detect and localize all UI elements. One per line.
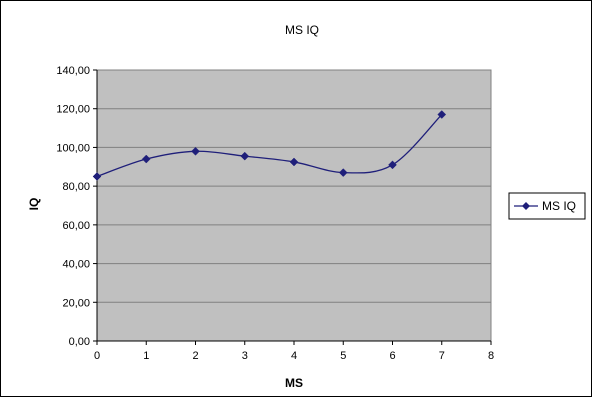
chart-title: MS IQ (285, 23, 319, 37)
y-tick-label: 100,00 (56, 142, 90, 154)
x-tick-label: 7 (439, 350, 445, 362)
y-tick-label: 120,00 (56, 104, 90, 116)
y-tick-label: 140,00 (56, 65, 90, 77)
y-tick-label: 60,00 (62, 220, 90, 232)
data-point (289, 157, 299, 167)
y-axis-label: IQ (27, 198, 41, 211)
data-point (240, 151, 250, 161)
legend-series-label: MS IQ (542, 199, 576, 213)
gridlines (97, 108, 491, 303)
y-tick-label: 40,00 (62, 259, 90, 271)
x-axis-label: MS (285, 376, 303, 390)
y-axis: 0,00 20,00 40,00 60,00 80,00 100,00 120,00 140,… (56, 65, 98, 348)
data-point (388, 160, 397, 170)
x-tick-label: 6 (389, 350, 395, 362)
data-point (338, 168, 348, 177)
x-tick-label: 5 (340, 350, 346, 362)
legend-marker (522, 202, 530, 210)
x-tick-label: 4 (291, 350, 297, 362)
x-tick-label: 0 (94, 350, 100, 362)
x-axis: 0 1 2 3 4 5 6 7 8 (94, 340, 494, 362)
plot-area (96, 69, 492, 342)
x-tick-label: 1 (143, 350, 149, 362)
y-tick-label: 0,00 (69, 336, 90, 348)
y-tick-label: 80,00 (62, 181, 90, 193)
legend: MS IQ (508, 192, 586, 220)
data-point (92, 172, 102, 181)
x-tick-label: 2 (192, 350, 198, 362)
series-layer (92, 110, 447, 181)
data-point (141, 154, 151, 164)
data-point (191, 146, 200, 156)
data-point (437, 110, 447, 119)
y-tick-label: 20,00 (62, 297, 90, 309)
x-tick-label: 3 (242, 350, 248, 362)
x-tick-label: 8 (488, 350, 494, 362)
